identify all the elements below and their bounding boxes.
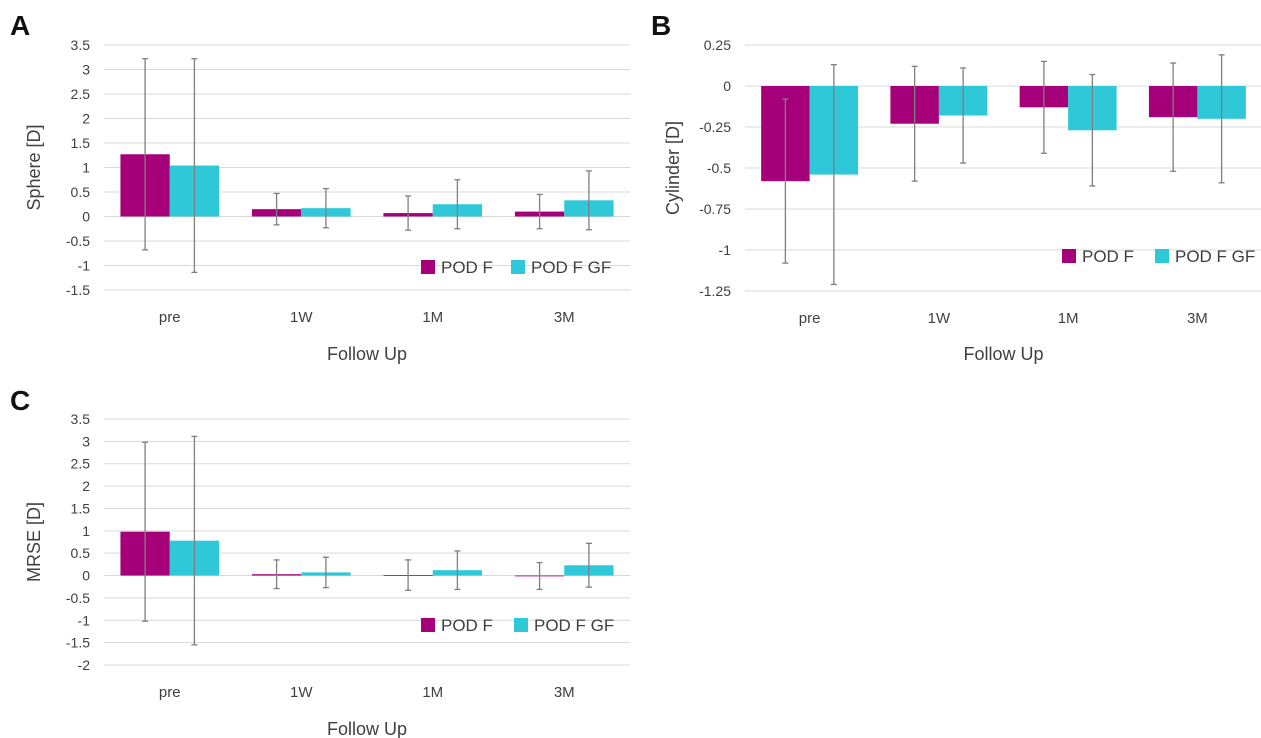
x-category-label: 1M [1058, 310, 1079, 327]
y-tick-label: 2 [82, 111, 90, 127]
x-category-label: 3M [554, 684, 575, 701]
y-tick-label: 3 [82, 62, 90, 78]
x-category-label: pre [159, 684, 181, 701]
y-tick-label: 1 [82, 523, 90, 539]
legend-swatch [421, 260, 435, 274]
y-tick-label: 1.5 [71, 500, 91, 516]
y-tick-label: -0.5 [66, 590, 90, 606]
y-tick-label: 0.5 [71, 184, 91, 200]
legend-label: POD F GF [1175, 247, 1255, 266]
legend: POD F POD F GF [421, 616, 614, 635]
x-category-label: pre [159, 309, 181, 326]
legend-label: POD F [441, 616, 493, 635]
x-category-label: 1W [290, 309, 313, 326]
panel-letter: A [10, 10, 30, 41]
x-category-label: 1W [928, 310, 951, 327]
chart-panel-c: C 3.5 3 2.5 2 1.5 1 0.5 0 -0.5 -1 -1.5 -2 pre 1W 1M 3M Fo… [10, 385, 630, 738]
y-tick-label: -0.5 [66, 233, 90, 249]
y-tick-label: 0 [82, 568, 90, 584]
y-tick-label: -1.5 [66, 635, 90, 651]
legend-swatch [1062, 249, 1076, 263]
x-category-label: 1M [422, 309, 443, 326]
y-tick-label: 2.5 [71, 86, 91, 102]
panel-letter: B [651, 10, 671, 41]
legend: POD F POD F GF [421, 258, 611, 277]
panel-letter: C [10, 385, 30, 416]
x-category-label: 3M [554, 309, 575, 326]
y-axis-title: Cylinder [D] [663, 121, 683, 215]
legend-swatch [1155, 249, 1169, 263]
legend-swatch [511, 260, 525, 274]
x-axis-title: Follow Up [327, 719, 407, 738]
y-axis-title: MRSE [D] [24, 502, 44, 582]
y-tick-label: 1 [82, 160, 90, 176]
chart-panel-b: B 0.25 0 -0.25 -0.5 -0.75 -1 -1.25 pre 1W 1M 3M Foll… [651, 10, 1261, 364]
x-axis-title: Follow Up [327, 344, 407, 364]
legend-label: POD F GF [534, 616, 614, 635]
y-tick-label: -0.5 [707, 160, 731, 176]
legend: POD F POD F GF [1062, 247, 1255, 266]
y-tick-label: -0.75 [699, 201, 731, 217]
y-tick-label: -2 [78, 657, 91, 673]
y-tick-label: 3.5 [71, 37, 91, 53]
y-tick-label: 3 [82, 433, 90, 449]
legend-swatch [421, 618, 435, 632]
y-tick-label: -1 [719, 242, 732, 258]
y-tick-label: -1 [78, 612, 91, 628]
legend-label: POD F GF [531, 258, 611, 277]
chart-panel-a: A 3.5 3 2.5 2 1.5 1 0.5 0 -0.5 -1 -1.5 pre 1W 1M 3M Foll… [10, 10, 630, 364]
y-tick-label: -1.25 [699, 283, 731, 299]
y-tick-label: 0 [723, 78, 731, 94]
legend-swatch [514, 618, 528, 632]
x-category-label: 3M [1187, 310, 1208, 327]
x-category-label: 1M [422, 684, 443, 701]
y-tick-label: 0 [82, 209, 90, 225]
y-tick-label: -1.5 [66, 282, 90, 298]
y-tick-label: 0.5 [71, 545, 91, 561]
legend-label: POD F [441, 258, 493, 277]
y-tick-label: -1 [78, 258, 91, 274]
y-tick-label: 2.5 [71, 456, 91, 472]
x-category-label: pre [799, 310, 821, 327]
y-tick-label: -0.25 [699, 119, 731, 135]
x-category-label: 1W [290, 684, 313, 701]
y-tick-label: 2 [82, 478, 90, 494]
y-axis-title: Sphere [D] [24, 124, 44, 210]
y-tick-label: 0.25 [704, 37, 731, 53]
legend-label: POD F [1082, 247, 1134, 266]
y-tick-label: 1.5 [71, 135, 91, 151]
x-axis-title: Follow Up [963, 344, 1043, 364]
y-tick-label: 3.5 [71, 411, 91, 427]
